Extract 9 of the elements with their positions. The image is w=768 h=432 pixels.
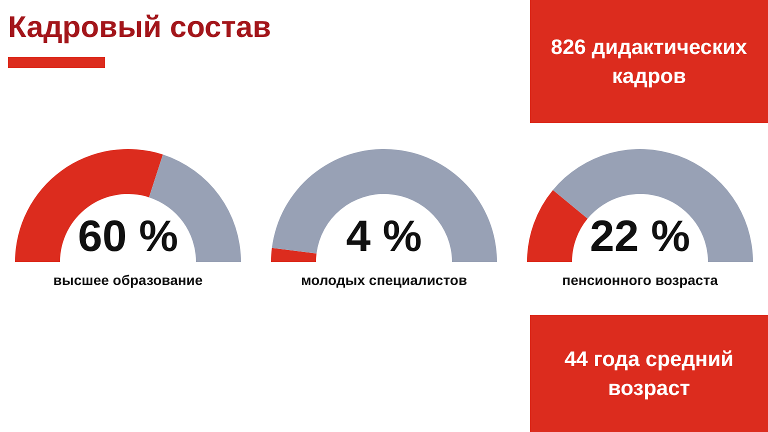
text: пенсионного возраста — [561, 272, 719, 288]
text: 4 % — [345, 212, 423, 262]
text: молодых специалистов — [300, 272, 468, 288]
text: 44 года средний возраст — [530, 315, 768, 432]
text: 22 % — [588, 212, 692, 262]
text: 826 дидактических кадров — [530, 0, 768, 123]
text: Кадровый состав — [8, 10, 272, 46]
text: высшее образование — [52, 272, 204, 288]
text: 60 % — [76, 212, 180, 262]
